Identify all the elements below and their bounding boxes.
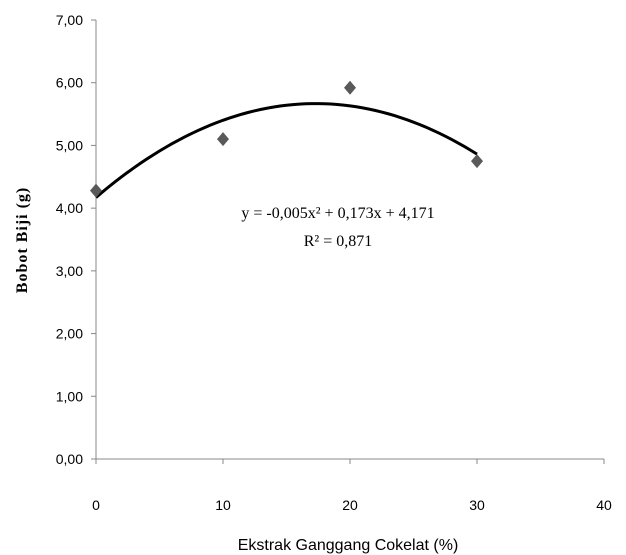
data-point (217, 132, 229, 147)
data-point (344, 80, 356, 95)
y-tick-label: 0,00 (56, 451, 83, 467)
x-axis-label: Ekstrak Ganggang Cokelat (%) (238, 537, 459, 554)
y-tick-label: 7,00 (56, 12, 83, 28)
y-tick-label: 5,00 (56, 137, 83, 153)
y-tick-label: 4,00 (56, 200, 83, 216)
y-tick-label: 6,00 (56, 75, 83, 91)
r-squared-label: R² = 0,871 (304, 233, 373, 250)
data-point (90, 183, 102, 198)
data-points (90, 80, 483, 198)
data-point (471, 154, 483, 169)
x-tick-label: 30 (469, 497, 485, 513)
trendline (95, 102, 478, 199)
trendline-equation: y = -0,005x² + 0,173x + 4,171 (241, 205, 434, 222)
y-tick-label: 1,00 (56, 388, 83, 404)
axes (91, 19, 605, 464)
x-tick-labels: 0 10 20 30 40 (92, 497, 612, 513)
y-tick-label: 3,00 (56, 263, 83, 279)
x-tick-label: 20 (342, 497, 358, 513)
y-tick-label: 2,00 (56, 326, 83, 342)
x-tick-label: 40 (596, 497, 612, 513)
x-tick-label: 0 (92, 497, 100, 513)
y-tick-labels: 0,00 1,00 2,00 3,00 4,00 5,00 6,00 7,00 (56, 12, 83, 467)
y-axis-label: Bobot Biji (g) (14, 187, 31, 293)
x-tick-label: 10 (215, 497, 231, 513)
